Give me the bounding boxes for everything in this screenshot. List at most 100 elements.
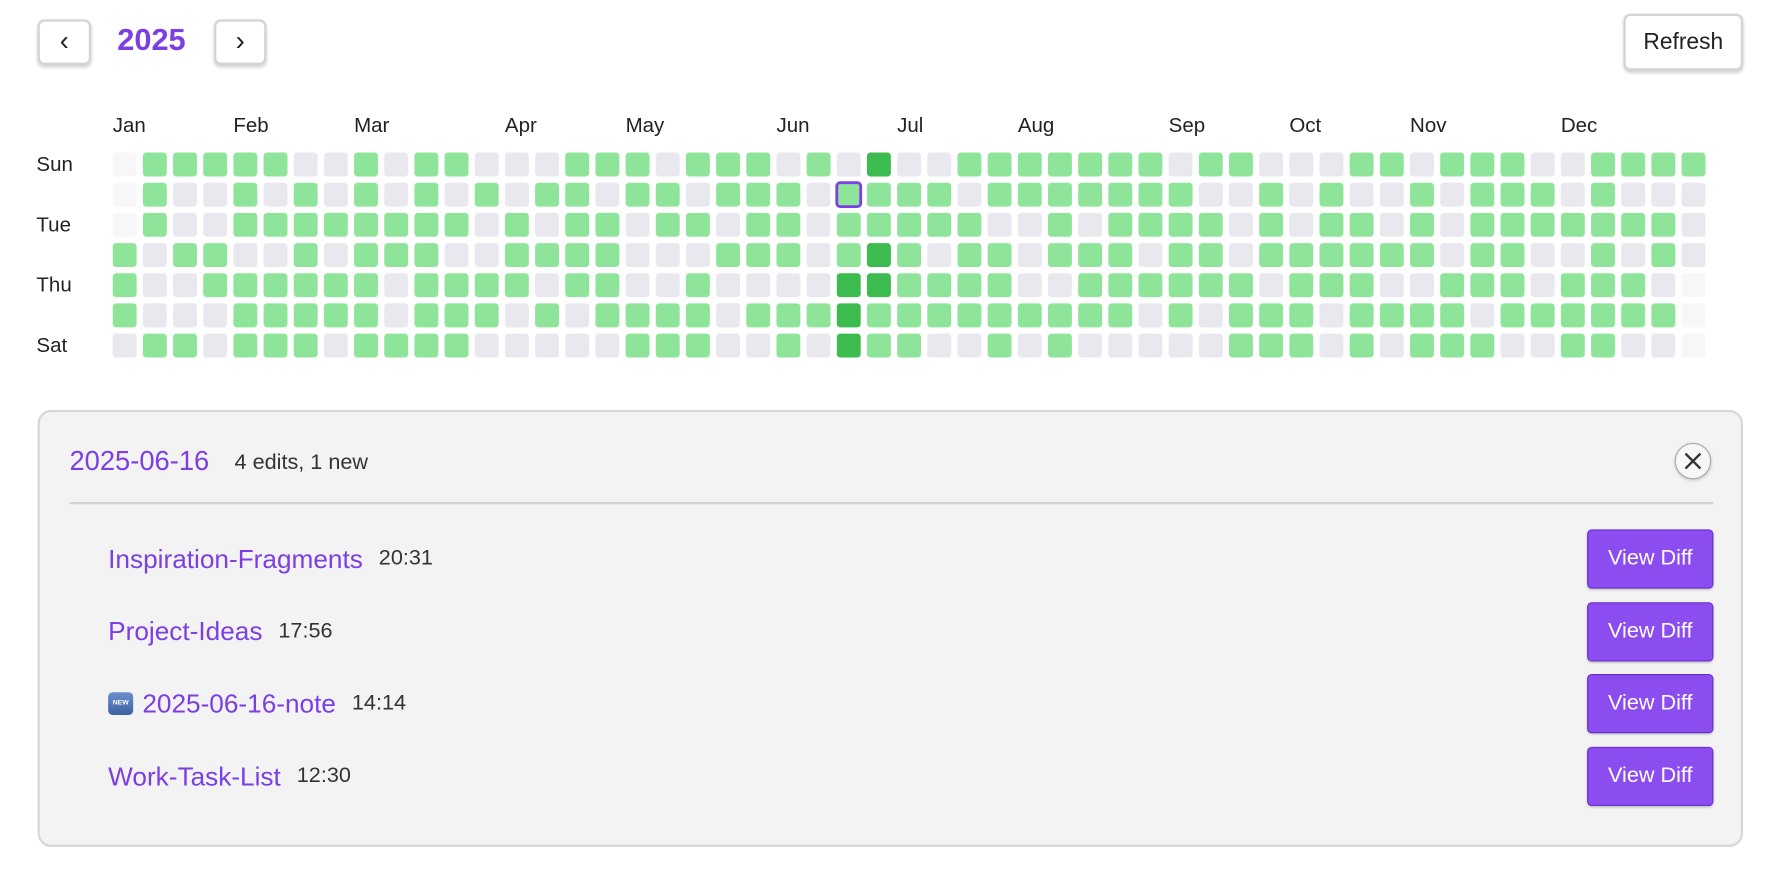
day-cell[interactable] <box>1440 152 1465 177</box>
day-cell[interactable] <box>1651 182 1676 207</box>
day-cell[interactable] <box>173 182 197 207</box>
day-cell[interactable] <box>1530 273 1555 298</box>
day-cell[interactable] <box>625 243 650 267</box>
day-cell[interactable] <box>233 303 258 328</box>
day-cell[interactable] <box>1047 212 1072 237</box>
day-cell[interactable] <box>112 273 137 298</box>
view-diff-button[interactable]: View Diff <box>1587 601 1714 662</box>
day-cell[interactable] <box>233 243 258 267</box>
day-cell[interactable] <box>595 333 620 358</box>
day-cell[interactable] <box>716 152 741 177</box>
day-cell[interactable] <box>1017 182 1042 207</box>
day-cell[interactable] <box>263 273 288 298</box>
day-cell[interactable] <box>173 243 197 267</box>
day-cell[interactable] <box>1229 303 1253 328</box>
day-cell[interactable] <box>1560 273 1585 298</box>
day-cell[interactable] <box>444 273 469 298</box>
view-diff-button[interactable]: View Diff <box>1587 674 1714 734</box>
day-cell[interactable] <box>323 152 348 177</box>
day-cell[interactable] <box>806 273 831 298</box>
day-cell[interactable] <box>1198 303 1223 328</box>
day-cell[interactable] <box>716 182 741 207</box>
day-cell[interactable] <box>565 243 590 267</box>
day-cell[interactable] <box>927 152 952 177</box>
close-button[interactable] <box>1674 442 1712 480</box>
day-cell[interactable] <box>1229 273 1253 298</box>
day-cell[interactable] <box>1500 303 1525 328</box>
day-cell[interactable] <box>866 333 891 358</box>
day-cell[interactable] <box>716 303 741 328</box>
day-cell[interactable] <box>1379 152 1404 177</box>
day-cell[interactable] <box>987 212 1012 237</box>
note-link[interactable]: Inspiration-Fragments <box>108 543 363 574</box>
day-cell[interactable] <box>1319 152 1344 177</box>
day-cell[interactable] <box>1560 333 1585 358</box>
day-cell[interactable] <box>1470 152 1495 177</box>
day-cell[interactable] <box>414 273 439 298</box>
day-cell[interactable] <box>1500 212 1525 237</box>
day-cell[interactable] <box>1259 303 1284 328</box>
day-cell[interactable] <box>1410 243 1434 267</box>
day-cell[interactable] <box>806 152 831 177</box>
day-cell[interactable] <box>836 243 861 267</box>
day-cell[interactable] <box>625 212 650 237</box>
day-cell[interactable] <box>1017 243 1042 267</box>
day-cell[interactable] <box>1259 212 1284 237</box>
day-cell[interactable] <box>384 182 409 207</box>
day-cell[interactable] <box>1560 212 1585 237</box>
day-cell[interactable] <box>1651 212 1676 237</box>
day-cell[interactable] <box>927 333 952 358</box>
day-cell[interactable] <box>655 182 680 207</box>
day-cell[interactable] <box>203 212 228 237</box>
day-cell[interactable] <box>1681 182 1706 207</box>
day-cell[interactable] <box>746 182 771 207</box>
day-cell[interactable] <box>1410 273 1434 298</box>
day-cell[interactable] <box>474 152 499 177</box>
day-cell[interactable] <box>716 243 741 267</box>
day-cell[interactable] <box>1621 182 1646 207</box>
day-cell[interactable] <box>1470 333 1495 358</box>
day-cell[interactable] <box>1078 182 1103 207</box>
day-cell[interactable] <box>384 212 409 237</box>
day-cell[interactable] <box>1168 152 1193 177</box>
day-cell[interactable] <box>293 243 318 267</box>
day-cell[interactable] <box>897 303 922 328</box>
day-cell[interactable] <box>203 333 228 358</box>
day-cell[interactable] <box>1047 303 1072 328</box>
day-cell[interactable] <box>1229 212 1253 237</box>
day-cell[interactable] <box>293 182 318 207</box>
day-cell[interactable] <box>1621 152 1646 177</box>
day-cell[interactable] <box>776 273 801 298</box>
day-cell[interactable] <box>444 212 469 237</box>
day-cell[interactable] <box>504 152 529 177</box>
day-cell[interactable] <box>1259 182 1284 207</box>
day-cell[interactable] <box>1047 243 1072 267</box>
day-cell[interactable] <box>112 243 137 267</box>
day-cell[interactable] <box>776 182 801 207</box>
day-cell[interactable] <box>685 152 710 177</box>
day-cell[interactable] <box>595 182 620 207</box>
day-cell[interactable] <box>1108 243 1133 267</box>
day-cell[interactable] <box>987 152 1012 177</box>
day-cell[interactable] <box>987 273 1012 298</box>
day-cell[interactable] <box>927 212 952 237</box>
day-cell[interactable] <box>836 273 861 298</box>
day-cell[interactable] <box>444 303 469 328</box>
day-cell[interactable] <box>655 243 680 267</box>
day-cell[interactable] <box>1319 273 1344 298</box>
day-cell[interactable] <box>1440 273 1465 298</box>
day-cell[interactable] <box>806 303 831 328</box>
day-cell[interactable] <box>1108 333 1133 358</box>
day-cell[interactable] <box>1078 243 1103 267</box>
day-cell[interactable] <box>1379 243 1404 267</box>
day-cell[interactable] <box>293 152 318 177</box>
day-cell[interactable] <box>1681 243 1706 267</box>
day-cell[interactable] <box>1410 303 1434 328</box>
day-cell[interactable] <box>1289 182 1314 207</box>
day-cell[interactable] <box>1047 152 1072 177</box>
day-cell[interactable] <box>565 303 590 328</box>
day-cell[interactable] <box>293 273 318 298</box>
day-cell[interactable] <box>1017 303 1042 328</box>
day-cell[interactable] <box>1621 303 1646 328</box>
day-cell[interactable] <box>444 182 469 207</box>
